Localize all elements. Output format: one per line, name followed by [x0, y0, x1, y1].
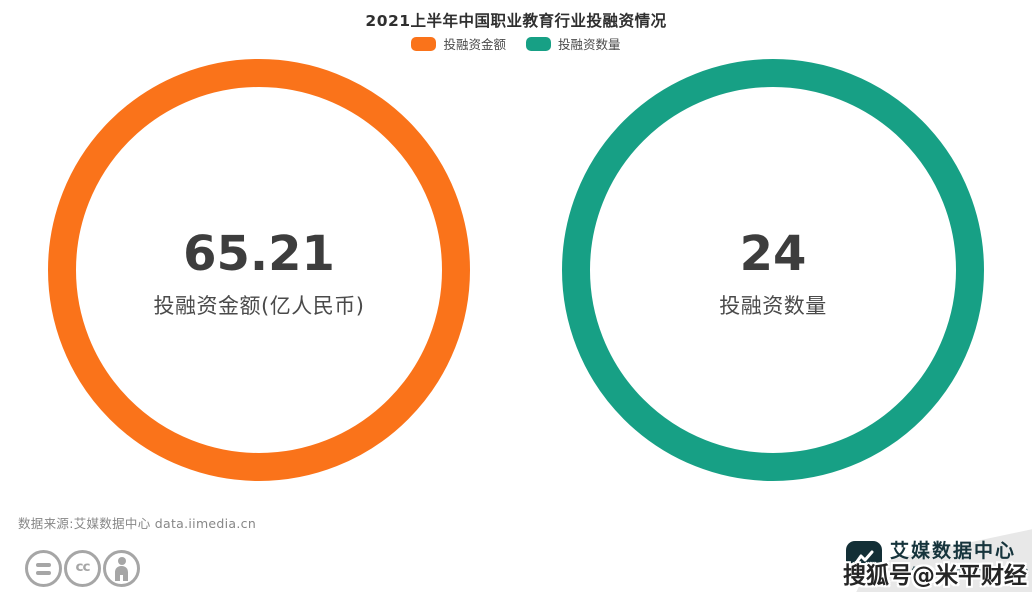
metric-label-amount: 投融资金额(亿人民币)	[153, 294, 365, 319]
chart-title: 2021上半年中国职业教育行业投融资情况	[365, 12, 667, 30]
attribution-person-icon	[103, 550, 140, 587]
legend-item-amount: 投融资金额	[411, 34, 506, 53]
license-icons-row: cc	[25, 550, 140, 587]
brand-name: 艾媒数据中心	[890, 540, 1017, 562]
iimedia-brand-block: 艾媒数据中心 data.iimedia.cn	[846, 541, 1031, 580]
legend-label-amount: 投融资金额	[443, 37, 506, 52]
ring-investment-amount: 65.21 投融资金额(亿人民币)	[48, 59, 470, 481]
ring-investment-count: 24 投融资数量	[562, 59, 984, 481]
creative-commons-icon: cc	[64, 550, 101, 587]
data-source-note: 数据来源:艾媒数据中心 data.iimedia.cn	[18, 516, 257, 531]
legend-swatch-count-icon	[526, 36, 551, 51]
legend-label-count: 投融资数量	[558, 37, 621, 52]
legend: 投融资金额 投融资数量	[0, 34, 1032, 53]
iimedia-logo-icon	[846, 541, 882, 577]
brand-site: data.iimedia.cn	[890, 563, 1031, 580]
sohu-account-watermark: 搜狐号@米平财经	[843, 563, 1027, 589]
legend-swatch-amount-icon	[411, 36, 437, 51]
equal-license-icon	[25, 550, 62, 587]
metric-value-amount: 65.21	[183, 225, 335, 282]
legend-item-count: 投融资数量	[526, 34, 621, 53]
metric-value-count: 24	[739, 225, 807, 282]
metric-label-count: 投融资数量	[719, 294, 827, 319]
